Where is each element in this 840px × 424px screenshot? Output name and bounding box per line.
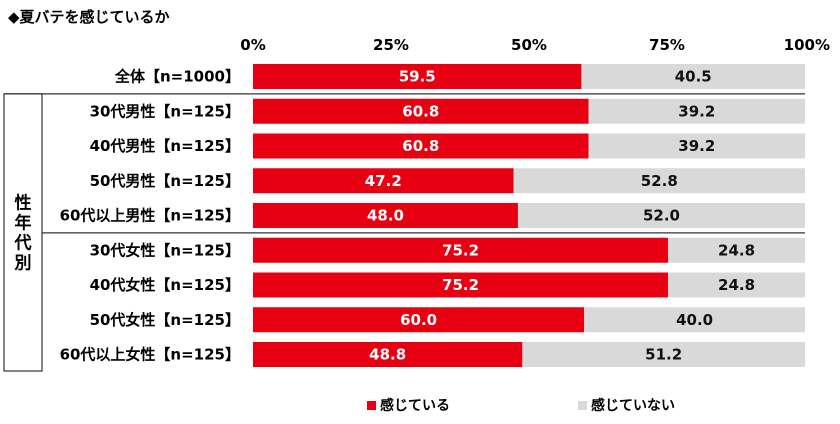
data-label-not-feel: 52.0 — [643, 207, 680, 225]
data-label-feel: 59.5 — [399, 68, 436, 86]
category-labels: 全体【n=1000】 30代男性【n=125】 40代男性【n=125】 50代男性【… — [60, 68, 240, 364]
x-tick-label: 75% — [649, 36, 685, 54]
data-label-feel: 60.8 — [402, 102, 439, 120]
legend-label: 感じている — [380, 397, 450, 414]
bar-segment-feel — [253, 133, 589, 159]
data-label-not-feel: 24.8 — [718, 276, 755, 294]
legend-swatch — [367, 401, 376, 410]
bar-segment-feel — [253, 98, 589, 124]
data-label-not-feel: 51.2 — [645, 346, 682, 364]
bar-segment-feel — [253, 64, 582, 89]
category-label: 60代以上女性【n=125】 — [60, 346, 240, 364]
bar-segment-not-feel — [513, 168, 805, 194]
bar-segment-not-feel — [517, 203, 805, 228]
data-label-not-feel: 40.5 — [675, 68, 712, 86]
legend-swatch — [578, 401, 587, 410]
group-label-char: 別 — [14, 253, 32, 273]
bar-segment-feel — [253, 168, 514, 194]
bar-segment-not-feel — [581, 64, 805, 89]
data-label-feel: 60.8 — [402, 137, 439, 155]
category-label: 60代以上男性【n=125】 — [60, 207, 240, 225]
category-label: 30代女性【n=125】 — [90, 241, 240, 259]
data-label-feel: 60.0 — [400, 311, 437, 329]
legend-label: 感じていない — [591, 397, 675, 414]
bar-segment-not-feel — [584, 307, 805, 333]
bar-segment-not-feel — [588, 133, 805, 159]
x-tick-label: 25% — [373, 36, 409, 54]
group-label-char: 年 — [15, 212, 32, 233]
x-axis-ticks: 0% 25% 50% 75% 100% — [240, 36, 830, 54]
category-label: 30代男性【n=125】 — [90, 102, 240, 120]
data-label-not-feel: 52.8 — [641, 172, 678, 190]
category-label: 全体【n=1000】 — [114, 68, 240, 86]
data-label-feel: 75.2 — [442, 276, 479, 294]
bar-segment-feel — [253, 272, 669, 298]
x-tick-label: 50% — [511, 36, 547, 54]
group-label-char: 性 — [15, 192, 32, 213]
data-label-not-feel: 39.2 — [678, 102, 715, 120]
group-label-box — [3, 93, 43, 372]
data-label-feel: 75.2 — [442, 241, 479, 259]
data-label-not-feel: 40.0 — [676, 311, 713, 329]
bar-segment-not-feel — [668, 237, 805, 263]
bar-segment-feel — [253, 237, 669, 263]
bar-segment-feel — [253, 203, 518, 228]
category-label: 40代男性【n=125】 — [90, 137, 240, 155]
group-label-char: 代 — [14, 232, 32, 253]
legend: 感じている 感じていない — [367, 397, 675, 414]
bar-segment-feel — [253, 307, 585, 333]
bar-segment-feel — [253, 342, 523, 367]
x-tick-label: 100% — [784, 36, 830, 54]
bars: 59.5 40.5 60.8 39.2 60.8 39.2 47.2 52.8 48.0 52.0… — [253, 64, 805, 367]
data-label-not-feel: 39.2 — [678, 137, 715, 155]
data-label-feel: 47.2 — [365, 172, 402, 190]
category-label: 50代男性【n=125】 — [90, 172, 240, 190]
category-label: 40代女性【n=125】 — [90, 276, 240, 294]
data-label-feel: 48.0 — [367, 207, 404, 225]
x-tick-label: 0% — [240, 36, 265, 54]
bar-segment-not-feel — [588, 98, 805, 124]
data-label-not-feel: 24.8 — [718, 241, 755, 259]
bar-segment-not-feel — [522, 342, 805, 367]
bar-segment-not-feel — [668, 272, 805, 298]
data-label-feel: 48.8 — [369, 346, 406, 364]
chart-title: ◆夏バテを感じているか — [8, 8, 170, 26]
category-label: 50代女性【n=125】 — [90, 311, 240, 329]
